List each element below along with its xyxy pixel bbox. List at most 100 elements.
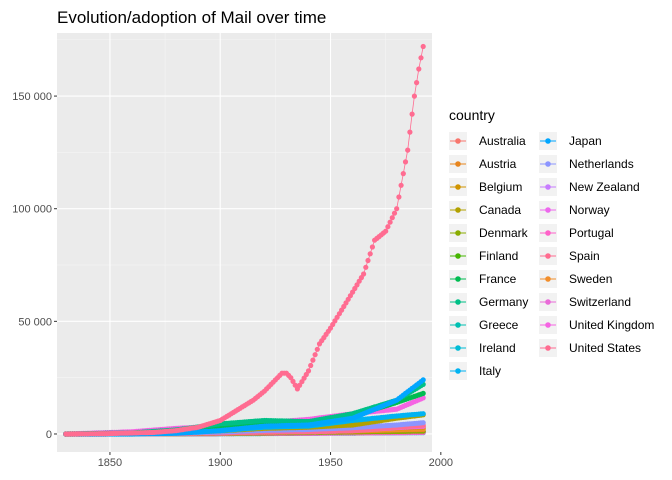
data-point	[405, 147, 411, 153]
legend-label: Sweden	[569, 272, 612, 286]
series-layer	[63, 43, 426, 437]
data-point	[418, 55, 424, 61]
legend-item: Greece	[449, 316, 519, 334]
legend-key-point	[455, 276, 461, 282]
legend-item: Canada	[449, 201, 521, 219]
legend-label: Canada	[479, 203, 521, 217]
data-point	[310, 357, 316, 363]
data-point	[396, 194, 402, 200]
x-tick-label: 1950	[318, 457, 342, 469]
legend-item: France	[449, 270, 517, 288]
legend-label: Finland	[479, 249, 518, 263]
data-point	[365, 257, 371, 264]
data-point	[361, 271, 367, 277]
legend-item: Portugal	[539, 224, 614, 242]
legend-item: Belgium	[449, 178, 522, 196]
legend-label: Ireland	[479, 341, 516, 355]
legend-item: Japan	[539, 132, 602, 150]
legend-key-point	[455, 230, 461, 236]
legend-key-point	[455, 345, 461, 351]
legend-label: Australia	[479, 134, 526, 148]
data-point	[308, 362, 314, 369]
data-point	[314, 346, 320, 352]
data-point	[391, 210, 398, 216]
legend-label: Spain	[569, 249, 600, 263]
legend-key-point	[545, 253, 551, 259]
legend-item: Germany	[449, 293, 528, 311]
legend-item: Spain	[539, 247, 600, 265]
legend-item: Norway	[539, 201, 610, 219]
legend-key-point	[545, 207, 551, 213]
legend-item: Sweden	[539, 270, 612, 288]
legend-label: Denmark	[479, 226, 529, 240]
y-tick-label: 150 000	[12, 91, 52, 103]
legend-label: Norway	[569, 203, 610, 217]
data-point	[420, 420, 426, 426]
x-tick-label: 2000	[429, 457, 453, 469]
data-point	[416, 66, 422, 72]
data-point	[387, 219, 393, 225]
legend-item: United Kingdom	[539, 316, 654, 334]
legend-key-point	[455, 161, 461, 167]
data-point	[420, 411, 426, 417]
legend-label: Japan	[569, 134, 602, 148]
grid	[57, 33, 442, 452]
legend-key-point	[545, 322, 551, 328]
legend-label: Netherlands	[569, 157, 634, 171]
legend-key-point	[455, 253, 461, 259]
legend-label: Switzerland	[569, 295, 631, 309]
data-point	[420, 377, 426, 383]
y-tick-label: 0	[46, 429, 52, 441]
data-point	[411, 93, 417, 99]
plot-panel	[57, 33, 432, 452]
legend-key-point	[545, 345, 551, 351]
legend-label: Austria	[479, 157, 517, 171]
legend-item: New Zealand	[539, 178, 640, 196]
data-point	[414, 80, 420, 86]
legend-label: France	[479, 272, 517, 286]
legend-item: Ireland	[449, 339, 516, 357]
legend-item: Denmark	[449, 224, 529, 242]
data-point	[383, 228, 389, 234]
data-point	[402, 159, 409, 165]
legend-key-point	[455, 207, 461, 213]
legend-key-point	[545, 161, 551, 167]
legend-item: Austria	[449, 155, 517, 173]
legend-label: Greece	[479, 318, 519, 332]
data-point	[363, 264, 369, 270]
legend-label: United States	[569, 341, 641, 355]
data-point	[369, 244, 375, 250]
data-point	[389, 215, 395, 221]
legend-key-point	[455, 322, 461, 328]
data-point	[367, 251, 373, 257]
data-point	[409, 111, 415, 117]
axes: 1850 1900 1950 2000 0 50 000 100 000 150 000	[12, 91, 453, 469]
legend-label: Germany	[479, 295, 528, 309]
data-point	[385, 224, 391, 230]
y-tick-label: 50 000	[18, 316, 52, 328]
data-point	[312, 352, 318, 358]
series-united-states	[63, 43, 426, 437]
legend-key-point	[545, 138, 551, 144]
legend-item: Switzerland	[539, 293, 631, 311]
legend-label: Italy	[479, 364, 501, 378]
legend-key-point	[545, 230, 551, 236]
data-point	[407, 129, 413, 135]
legend-label: Belgium	[479, 180, 522, 194]
y-tick-label: 100 000	[12, 204, 52, 216]
data-point	[398, 182, 404, 188]
chart-title: Evolution/adoption of Mail over time	[57, 8, 326, 27]
data-point	[400, 171, 406, 177]
legend-item: Netherlands	[539, 155, 634, 173]
data-point	[394, 206, 400, 212]
legend-item: Italy	[449, 362, 501, 380]
legend-item: Australia	[449, 132, 526, 150]
legend-key-point	[455, 138, 461, 144]
legend-item: United States	[539, 339, 641, 357]
legend-label: United Kingdom	[569, 318, 654, 332]
legend-title: country	[449, 107, 495, 123]
x-tick-label: 1850	[98, 457, 122, 469]
data-point	[290, 378, 296, 384]
legend-key-point	[545, 276, 551, 282]
